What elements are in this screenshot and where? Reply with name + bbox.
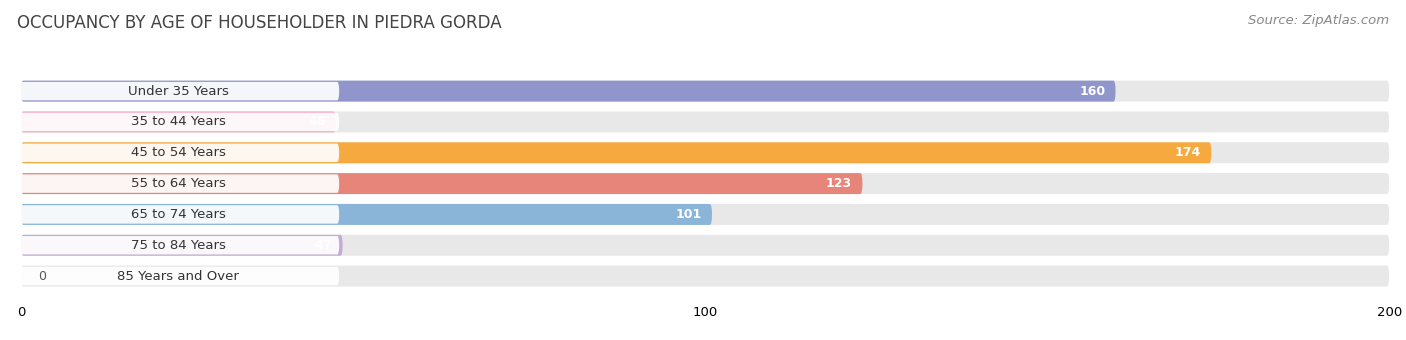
Text: 35 to 44 Years: 35 to 44 Years [131,116,226,129]
Text: 0: 0 [38,270,46,283]
FancyBboxPatch shape [21,81,1115,102]
FancyBboxPatch shape [21,266,1389,287]
FancyBboxPatch shape [21,81,1389,102]
Text: 85 Years and Over: 85 Years and Over [118,270,239,283]
Text: 46: 46 [308,116,325,129]
Text: 123: 123 [827,177,852,190]
FancyBboxPatch shape [21,235,343,256]
FancyBboxPatch shape [18,236,339,254]
Text: 55 to 64 Years: 55 to 64 Years [131,177,226,190]
FancyBboxPatch shape [21,235,1389,256]
Text: Under 35 Years: Under 35 Years [128,85,229,98]
Text: 101: 101 [675,208,702,221]
FancyBboxPatch shape [21,142,1212,163]
FancyBboxPatch shape [18,267,339,285]
FancyBboxPatch shape [18,205,339,224]
Text: 47: 47 [315,239,332,252]
FancyBboxPatch shape [18,82,339,100]
FancyBboxPatch shape [21,173,862,194]
FancyBboxPatch shape [18,143,339,162]
FancyBboxPatch shape [21,112,1389,132]
FancyBboxPatch shape [21,204,1389,225]
FancyBboxPatch shape [21,142,1389,163]
Text: OCCUPANCY BY AGE OF HOUSEHOLDER IN PIEDRA GORDA: OCCUPANCY BY AGE OF HOUSEHOLDER IN PIEDR… [17,14,502,32]
Text: 160: 160 [1080,85,1105,98]
FancyBboxPatch shape [18,113,339,131]
Text: 45 to 54 Years: 45 to 54 Years [131,146,226,159]
FancyBboxPatch shape [21,204,711,225]
FancyBboxPatch shape [18,174,339,193]
FancyBboxPatch shape [21,112,336,132]
Text: 75 to 84 Years: 75 to 84 Years [131,239,226,252]
Text: 65 to 74 Years: 65 to 74 Years [131,208,226,221]
FancyBboxPatch shape [21,173,1389,194]
Text: Source: ZipAtlas.com: Source: ZipAtlas.com [1249,14,1389,27]
Text: 174: 174 [1175,146,1201,159]
